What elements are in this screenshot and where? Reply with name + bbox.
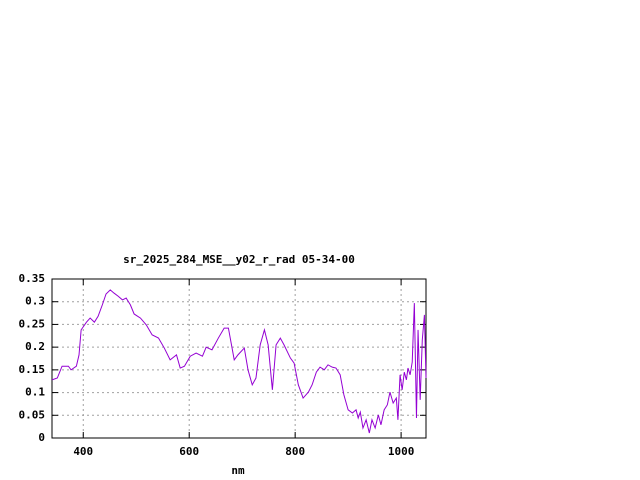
y-tick-label: 0.2 [25, 340, 45, 353]
x-tick-label: 1000 [388, 445, 415, 458]
y-tick-label: 0 [38, 431, 45, 444]
x-tick-label: 600 [179, 445, 199, 458]
y-tick-label: 0.1 [25, 386, 45, 399]
plot-border [51, 278, 427, 439]
x-tick-label: 800 [285, 445, 305, 458]
y-tick-label: 0.35 [19, 272, 46, 285]
y-tick-label: 0.15 [19, 363, 46, 376]
y-tick-label: 0.3 [25, 295, 45, 308]
x-tick-label: 400 [73, 445, 93, 458]
y-tick-label: 0.05 [19, 408, 46, 421]
data-line [51, 289, 427, 434]
chart-title: sr_2025_284_MSE__y02_r_rad 05-34-00 [123, 253, 355, 266]
y-tick-label: 0.25 [19, 317, 46, 330]
x-axis-label: nm [231, 464, 245, 477]
